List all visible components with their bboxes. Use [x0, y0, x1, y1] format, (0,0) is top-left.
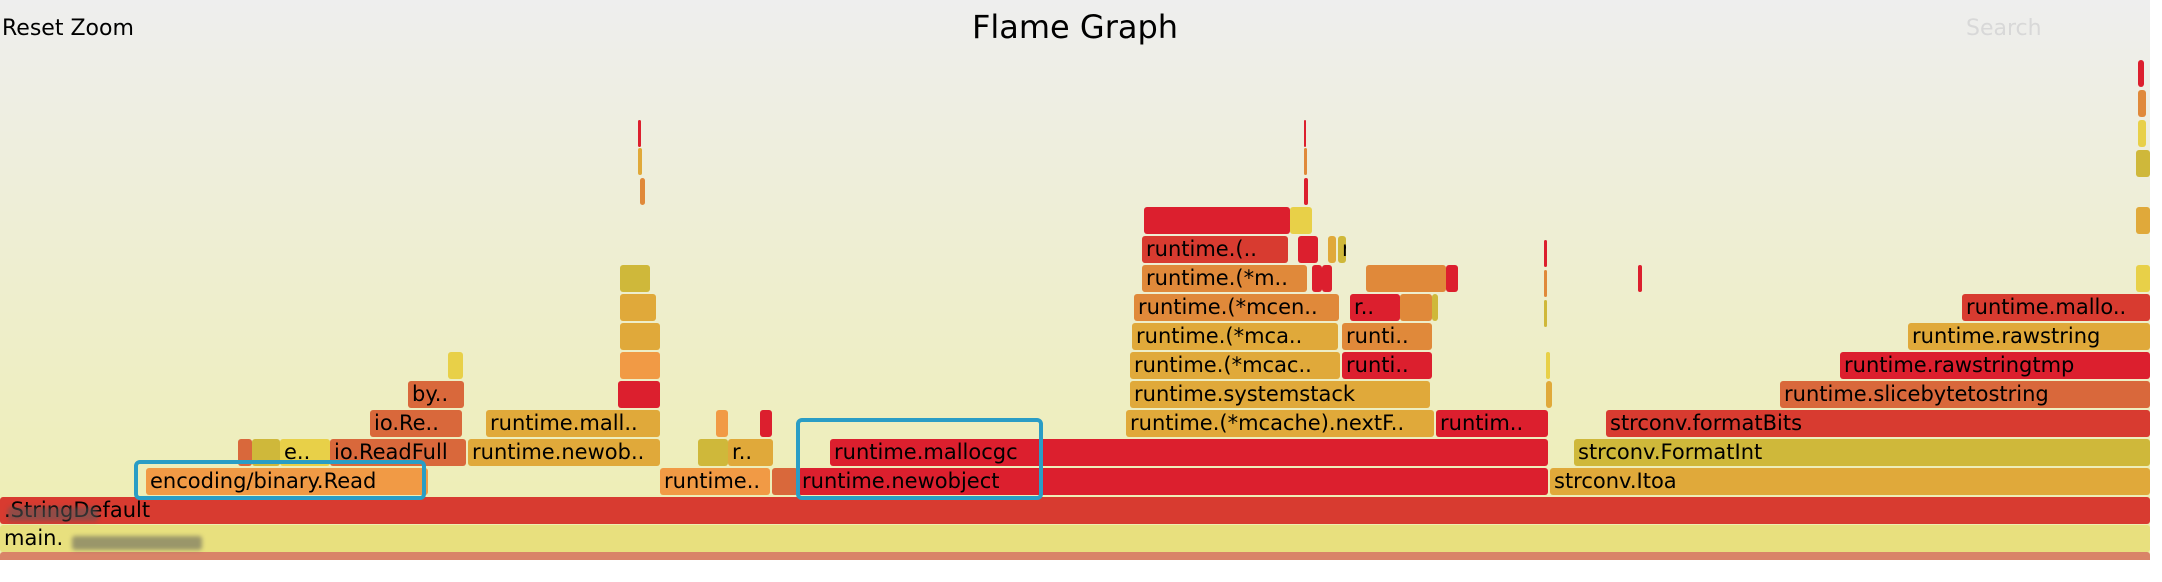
reset-zoom-button[interactable]: Reset Zoom — [2, 16, 134, 41]
flame-frame[interactable] — [1544, 300, 1547, 327]
search-button[interactable]: Search — [1966, 16, 2042, 41]
flame-frame[interactable] — [1544, 270, 1547, 297]
flame-frame[interactable]: e.. — [280, 439, 330, 466]
flame-frame[interactable]: runti.. — [1342, 323, 1432, 350]
flame-frame[interactable]: runtime.(*m.. — [1142, 265, 1307, 292]
flame-frame[interactable]: .StringDefault — [0, 497, 2150, 524]
flame-frame[interactable]: runtime.rawstringtmp — [1840, 352, 2150, 379]
flame-frame[interactable]: runtime... — [1338, 236, 1346, 263]
flame-frame[interactable]: r.. — [1350, 294, 1400, 321]
flame-frame[interactable] — [2138, 90, 2146, 117]
flame-frame[interactable] — [620, 352, 660, 379]
flame-frame[interactable]: main. — [0, 525, 2150, 552]
flame-frame[interactable] — [1328, 236, 1336, 263]
flame-frame[interactable] — [2136, 150, 2150, 177]
flame-frame[interactable]: io.ReadFull — [330, 439, 466, 466]
flame-frame[interactable] — [1446, 265, 1458, 292]
flame-frame[interactable] — [618, 381, 660, 408]
flame-frame[interactable] — [2136, 265, 2150, 292]
flame-frame[interactable]: strconv.formatBits — [1606, 410, 2150, 437]
flame-frame[interactable] — [698, 439, 728, 466]
flame-frame[interactable] — [1322, 265, 1332, 292]
flame-frame[interactable] — [638, 120, 641, 147]
flame-frame[interactable]: r.. — [728, 439, 773, 466]
flame-graph-canvas: Reset Zoom Flame Graph Search main. .Stri… — [0, 0, 2150, 560]
flame-frame[interactable] — [238, 439, 252, 466]
flame-frame[interactable] — [1638, 265, 1642, 292]
flame-frame[interactable] — [640, 178, 645, 205]
flame-frame[interactable] — [1304, 178, 1308, 205]
flame-frame[interactable] — [772, 468, 798, 495]
page-title: Flame Graph — [971, 8, 1179, 46]
flame-frame[interactable]: runtim.. — [1436, 410, 1548, 437]
flame-frame[interactable] — [252, 439, 280, 466]
flame-frame[interactable] — [1304, 148, 1307, 175]
flame-frame[interactable] — [620, 265, 650, 292]
flame-frame[interactable] — [1400, 294, 1432, 321]
flame-frame[interactable]: runtime.newobject — [798, 468, 1548, 495]
flame-frame[interactable]: runtime.. — [660, 468, 770, 495]
flame-frame[interactable] — [620, 323, 660, 350]
flame-frame[interactable] — [1298, 236, 1318, 263]
flame-frame[interactable]: by.. — [408, 381, 464, 408]
flame-frame[interactable]: strconv.FormatInt — [1574, 439, 2150, 466]
flame-frame[interactable] — [638, 148, 642, 175]
flame-frame[interactable]: runtime.mall.. — [486, 410, 660, 437]
flame-frame[interactable] — [716, 410, 728, 437]
flame-frame[interactable]: runtime.mallo.. — [1962, 294, 2150, 321]
flame-frame[interactable]: encoding/binary.Read — [146, 468, 428, 495]
flame-frame[interactable]: runtime.systemstack — [1130, 381, 1430, 408]
flame-frame[interactable]: runtime.(*mca.. — [1132, 323, 1338, 350]
flame-frame[interactable] — [2136, 207, 2150, 234]
flame-frame[interactable] — [1546, 352, 1550, 379]
flame-frame[interactable]: runtime.(.. — [1142, 236, 1288, 263]
flame-frame[interactable]: runtime.newob.. — [468, 439, 660, 466]
flame-frame[interactable]: runtime.(*mcac.. — [1130, 352, 1340, 379]
flame-frame[interactable] — [2138, 60, 2144, 87]
flame-frame[interactable] — [1544, 240, 1547, 267]
flame-frame[interactable] — [1546, 381, 1552, 408]
flame-frame[interactable] — [1312, 265, 1322, 292]
flame-frame[interactable]: io.Re.. — [370, 410, 462, 437]
flame-frame[interactable]: runtime.rawstring — [1908, 323, 2150, 350]
flame-frame[interactable]: runtime.(*mcen.. — [1134, 294, 1339, 321]
flame-frame[interactable] — [620, 294, 656, 321]
flame-frame[interactable]: runtime.(*mcache).nextF.. — [1126, 410, 1434, 437]
flame-frame[interactable] — [1432, 294, 1438, 321]
flame-frame[interactable]: runtime.mallocgc — [830, 439, 1548, 466]
flame-frame[interactable] — [2138, 120, 2146, 147]
flame-frame[interactable] — [448, 352, 463, 379]
flame-frame[interactable] — [1144, 207, 1290, 234]
flame-frame[interactable] — [760, 410, 772, 437]
flame-frame[interactable]: strconv.Itoa — [1550, 468, 2150, 495]
flame-frame[interactable] — [1366, 265, 1446, 292]
flame-frame[interactable] — [1304, 120, 1306, 147]
flame-frame[interactable]: runti.. — [1342, 352, 1432, 379]
flame-frame[interactable] — [0, 552, 2150, 560]
flame-frame[interactable] — [1290, 207, 1312, 234]
flame-frame[interactable]: runtime.slicebytetostring — [1780, 381, 2150, 408]
